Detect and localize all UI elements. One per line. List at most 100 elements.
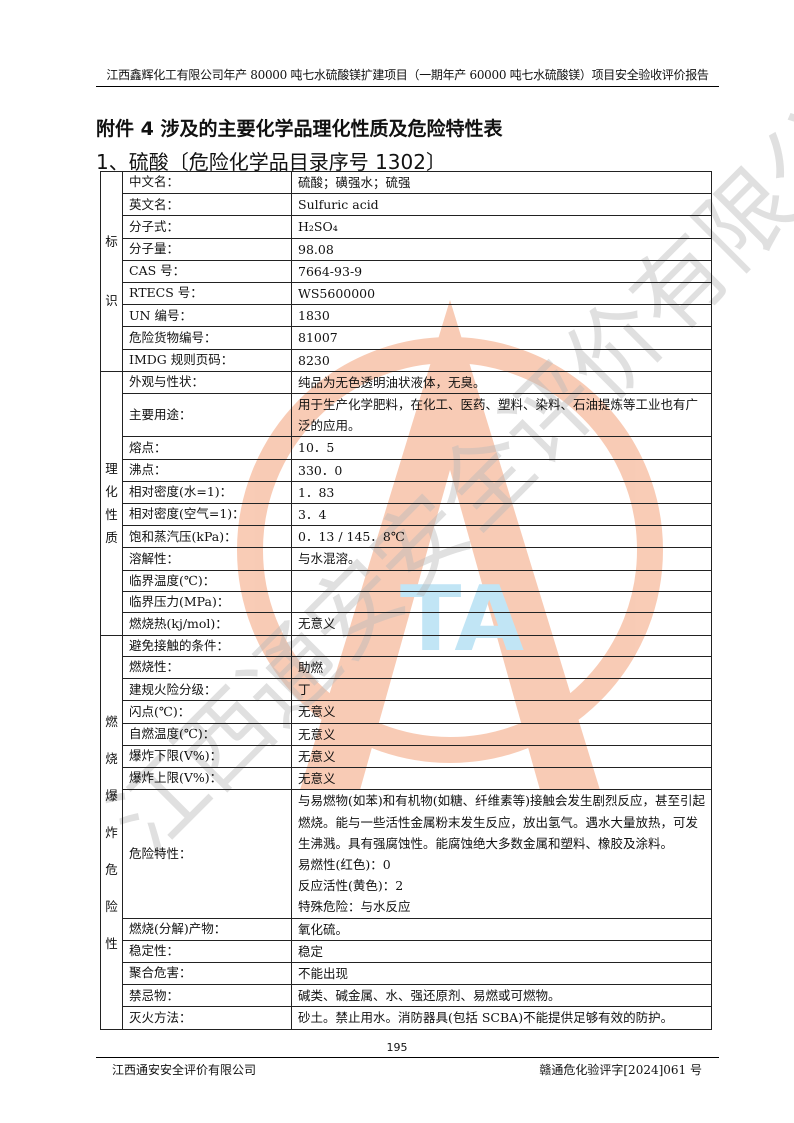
property-label: 溶解性： (122, 547, 292, 571)
property-value: 不能出现 (291, 961, 712, 986)
property-value: 砂土。禁止用水。消防器具(包括 SCBA)不能提供足够有效的防护。 (291, 1006, 712, 1030)
property-label: 相对密度(空气=1)： (122, 503, 292, 527)
group-label-char: 性 (105, 507, 118, 523)
table-row: 燃烧(分解)产物： 氧化硫。 (101, 917, 712, 941)
property-label: RTECS 号： (122, 282, 292, 306)
group-label-char: 烧 (105, 750, 118, 766)
property-value-line: 无意义 (298, 704, 336, 720)
property-label: 禁忌物： (122, 984, 292, 1008)
property-value: 无意义 (291, 722, 712, 746)
property-label: UN 编号： (122, 304, 292, 328)
property-label: IMDG 规则页码： (122, 348, 292, 372)
group-label-char: 理 (105, 461, 118, 477)
property-value-line: 丁 (298, 682, 311, 698)
property-label: 自燃温度(℃)： (122, 722, 292, 746)
property-label: 燃烧热(kj/mol)： (122, 612, 292, 636)
property-value: 98.08 (291, 237, 712, 261)
property-value-line (298, 571, 705, 591)
property-label: 爆炸上限(V%)： (122, 767, 292, 791)
property-label: 稳定性： (122, 939, 292, 963)
property-value: 无意义 (291, 612, 712, 636)
property-label: 饱和蒸汽压(kPa)： (122, 525, 292, 549)
table-row: 饱和蒸汽压(kPa)： 0．13 / 145．8℃ (101, 525, 712, 549)
property-value-line: 无意义 (298, 726, 336, 742)
property-label: 燃烧性： (122, 656, 292, 680)
property-value-line: 硫酸；磺强水；硫强 (298, 175, 411, 190)
table-row: 沸点： 330．0 (101, 458, 712, 482)
property-label: 聚合危害： (122, 961, 292, 986)
property-label: 英文名： (122, 193, 292, 217)
property-value-line: 8230 (298, 352, 330, 368)
group-label: 燃烧爆炸危险性 (100, 634, 123, 1030)
property-value-line: 1830 (298, 308, 330, 324)
footer-divider (96, 1057, 719, 1058)
table-row: 熔点： 10．5 (101, 436, 712, 460)
group-label-char: 性 (105, 935, 118, 951)
section-title: 1、硫酸〔危险化学品目录序号 1302〕 (96, 150, 446, 174)
table-row: 临界温度(℃)： (101, 569, 712, 593)
property-label: 中文名： (122, 170, 292, 195)
table-row: IMDG 规则页码： 8230 (101, 348, 712, 372)
property-value: 无意义 (291, 700, 712, 724)
group-label-char: 质 (105, 530, 118, 546)
property-value-line (298, 636, 705, 656)
property-value-line: 10．5 (298, 440, 335, 456)
group-label-char: 燃 (105, 713, 118, 729)
property-label: 分子式： (122, 215, 292, 239)
property-label: 相对密度(水=1)： (122, 480, 292, 505)
property-value-line: 7664-93-9 (298, 263, 363, 279)
property-value: 10．5 (291, 436, 712, 460)
property-value-line: H₂SO₄ (298, 219, 338, 235)
table-row: 标识 中文名： 硫酸；磺强水；硫强 (100, 170, 712, 372)
property-value: 330．0 (291, 458, 712, 482)
table-row: 建规火险分级： 丁 (101, 678, 712, 702)
property-value-line: 与水混溶。 (298, 551, 361, 567)
property-value: 用于生产化学肥料，在化工、医药、塑料、染料、石油提炼等工业也有广泛的应用。 (291, 393, 712, 438)
property-label: 主要用途： (122, 393, 292, 438)
property-value-line: 无意义 (298, 771, 336, 787)
table-row: 燃烧爆炸危险性避免接触的条件： (100, 634, 712, 1030)
property-value-line: 不能出现 (298, 965, 349, 981)
property-value: 8230 (291, 348, 712, 372)
table-row: 理化性质 外观与性状： 纯品为无色透明油状液体，无臭。 (100, 370, 712, 636)
property-value-line: 纯品为无色透明油状液体，无臭。 (298, 374, 486, 390)
property-value: 1830 (291, 304, 712, 328)
property-value: 氧化硫。 (291, 917, 712, 941)
group-label-char: 化 (105, 484, 118, 500)
table-row: UN 编号： 1830 (101, 304, 712, 328)
table-row: 闪点(℃)： 无意义 (101, 700, 712, 724)
property-value: 丁 (291, 678, 712, 702)
table-row: 自燃温度(℃)： 无意义 (101, 722, 712, 746)
property-value-line: 易燃性(红色)：0 (298, 856, 391, 872)
table-row: 爆炸上限(V%)： 无意义 (101, 767, 712, 791)
group-label-char: 识 (105, 293, 118, 309)
property-value-line: 330．0 (298, 462, 343, 478)
chemical-properties-table: 标识中文名： 硫酸；磺强水；硫强 英文名： Sulfuric acid 分子式： H₂SO… (100, 170, 712, 1030)
group-label-char: 险 (105, 898, 118, 914)
property-value-line: 用于生产化学肥料，在化工、医药、塑料、染料、石油提炼等工业也有广泛的应用。 (298, 397, 699, 434)
property-value: 3．4 (291, 503, 712, 527)
property-value-line: 氧化硫。 (298, 921, 349, 937)
property-value: 与易燃物(如苯)和有机物(如糖、纤维素等)接触会发生剧烈反应，甚至引起燃烧。能与… (291, 789, 712, 919)
property-label: 外观与性状： (122, 370, 292, 395)
group-label-char: 炸 (105, 824, 118, 840)
table-row: 爆炸下限(V%)： 无意义 (101, 744, 712, 769)
property-value: 硫酸；磺强水；硫强 (291, 170, 712, 195)
property-value: 0．13 / 145．8℃ (291, 525, 712, 549)
property-value-line: WS5600000 (298, 286, 376, 302)
property-value-line: 砂土。禁止用水。消防器具(包括 SCBA)不能提供足够有效的防护。 (298, 1010, 674, 1026)
property-value: 助燃 (291, 656, 712, 680)
property-label: 危险货物编号： (122, 326, 292, 350)
property-value: Sulfuric acid (291, 193, 712, 217)
table-row: 分子式： H₂SO₄ (101, 215, 712, 239)
running-header: 江西鑫辉化工有限公司年产 80000 吨七水硫酸镁扩建项目（一期年产 60000… (96, 66, 719, 87)
footer-company: 江西通安安全评价有限公司 (112, 1063, 257, 1077)
table-row: 英文名： Sulfuric acid (101, 193, 712, 217)
appendix-title: 附件 4 涉及的主要化学品理化性质及危险特性表 (96, 118, 503, 140)
property-value: WS5600000 (291, 282, 712, 306)
property-value: H₂SO₄ (291, 215, 712, 239)
group-label-char: 标 (105, 234, 118, 250)
property-value: 纯品为无色透明油状液体，无臭。 (291, 370, 712, 395)
table-row: 燃烧热(kj/mol)： 无意义 (101, 612, 712, 636)
table-row: RTECS 号： WS5600000 (101, 282, 712, 306)
